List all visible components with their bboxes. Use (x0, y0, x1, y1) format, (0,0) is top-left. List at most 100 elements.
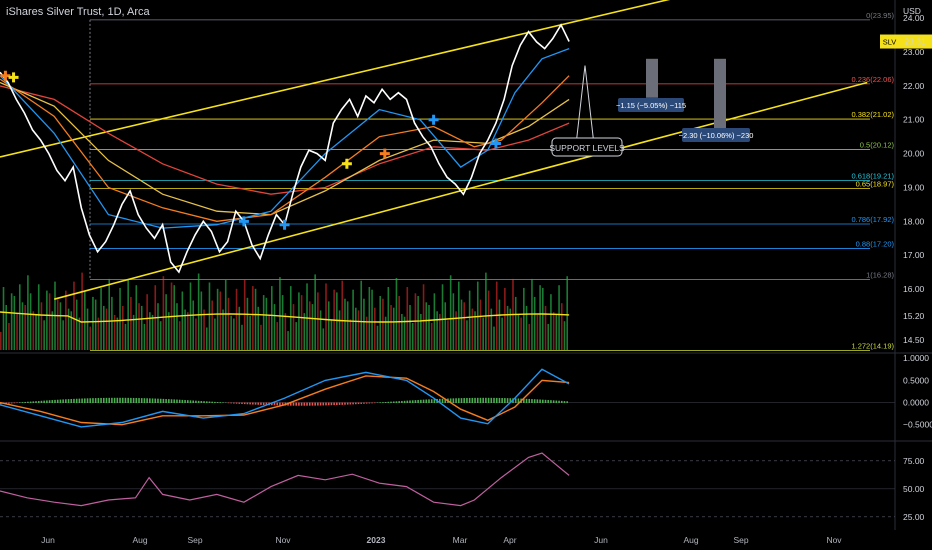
macd-histogram-bar (184, 400, 186, 404)
macd-histogram-bar (178, 399, 181, 404)
ma-slow-red-line (0, 85, 570, 195)
macd-histogram-bar (252, 402, 254, 405)
ma-slow-yellow-line (0, 81, 570, 216)
volume-bar (501, 317, 503, 350)
volume-bar (227, 297, 230, 350)
volume-bar (48, 293, 51, 350)
volume-bar (216, 288, 219, 350)
volume-bar (368, 287, 371, 350)
volume-bar (552, 312, 555, 350)
fib-level-label: 0.88(17.20) (856, 239, 895, 248)
rsi-axis-tick: 75.00 (903, 456, 925, 466)
ma-mid-line (0, 75, 570, 222)
macd-histogram-bar (200, 401, 203, 404)
volume-bar (308, 301, 311, 350)
macd-histogram-bar (558, 400, 560, 404)
volume-bar (411, 323, 414, 350)
volume-bar (303, 313, 306, 350)
volume-bar (284, 313, 287, 350)
volume-bar (40, 302, 43, 350)
price-axis-tick: 15.20 (903, 311, 925, 321)
macd-histogram-bar (336, 402, 338, 406)
symbol-badge-text: SLV (883, 38, 897, 47)
macd-histogram-bar (317, 402, 319, 406)
volume-bar (457, 281, 460, 350)
volume-bar (130, 296, 132, 350)
volume-bar (319, 310, 322, 350)
macd-histogram-bar (555, 400, 558, 404)
macd-histogram-bar (531, 399, 533, 404)
macd-line (0, 368, 570, 428)
volume-bar (224, 279, 227, 350)
volume-bar (449, 275, 452, 350)
volume-bar (468, 290, 471, 350)
macd-histogram-bar (146, 398, 148, 404)
macd-histogram-bar (116, 397, 119, 404)
volume-bar (219, 291, 222, 350)
volume-bar (295, 322, 297, 350)
volume-bar (430, 323, 433, 350)
x-axis-month-label: Sep (187, 535, 202, 545)
macd-histogram-bar (392, 401, 395, 404)
macd-histogram-bar (390, 401, 392, 404)
volume-bar (311, 304, 314, 350)
macd-histogram-bar (292, 402, 295, 406)
volume-bar (268, 315, 270, 350)
macd-histogram-bar (205, 401, 208, 404)
macd-histogram-bar (13, 402, 16, 404)
volume-bar (111, 296, 113, 350)
x-axis-month-label: Nov (826, 535, 842, 545)
volume-bar (75, 299, 78, 350)
channel-upper-line[interactable] (0, 0, 705, 158)
crossover-marker (8, 72, 19, 83)
volume-bar (306, 283, 308, 350)
macd-histogram-bar (238, 402, 241, 404)
macd-histogram-bar (70, 398, 73, 404)
macd-histogram-bar (222, 402, 224, 404)
volume-bar (46, 290, 48, 350)
volume-bar (108, 278, 110, 350)
macd-histogram-bar (474, 397, 476, 404)
rsi-axis-tick: 50.00 (903, 484, 925, 494)
volume-bar (59, 302, 62, 350)
volume-bar (363, 298, 365, 350)
volume-bar (116, 317, 119, 350)
volume-bar (373, 307, 376, 350)
volume-bar (121, 305, 124, 350)
macd-histogram-bar (170, 399, 173, 404)
crossover-marker (490, 138, 501, 149)
macd-histogram-bar (260, 402, 262, 405)
volume-bar (208, 282, 211, 350)
volume-bar (493, 326, 495, 350)
volume-bar (8, 323, 10, 350)
volume-bar (16, 314, 18, 350)
volume-bar (360, 280, 363, 350)
volume-bar (555, 314, 558, 350)
projection-box (714, 58, 726, 137)
macd-histogram-bar (279, 402, 281, 406)
crossover-marker (379, 148, 390, 159)
x-axis-month-label: Apr (503, 535, 516, 545)
volume-bar (382, 298, 384, 350)
volume-bar (143, 323, 146, 350)
volume-bar (276, 322, 279, 350)
currency-label: USD (903, 6, 921, 16)
macd-histogram-bar (111, 397, 113, 404)
macd-histogram-bar (67, 399, 70, 404)
macd-histogram-bar (32, 401, 35, 404)
macd-histogram-bar (428, 399, 430, 404)
macd-histogram-bar (433, 399, 436, 404)
macd-histogram-bar (16, 402, 18, 404)
volume-bar (325, 283, 327, 350)
volume-bar (27, 275, 29, 350)
macd-histogram-bar (65, 399, 67, 404)
volume-bar (35, 314, 37, 350)
macd-histogram-bar (257, 402, 260, 405)
projection-box (646, 58, 658, 98)
macd-histogram-bar (363, 402, 365, 404)
volume-bar (474, 311, 476, 350)
support-levels-box[interactable] (551, 137, 623, 157)
volume-ma-line (0, 311, 570, 323)
volume-bar (452, 293, 455, 350)
